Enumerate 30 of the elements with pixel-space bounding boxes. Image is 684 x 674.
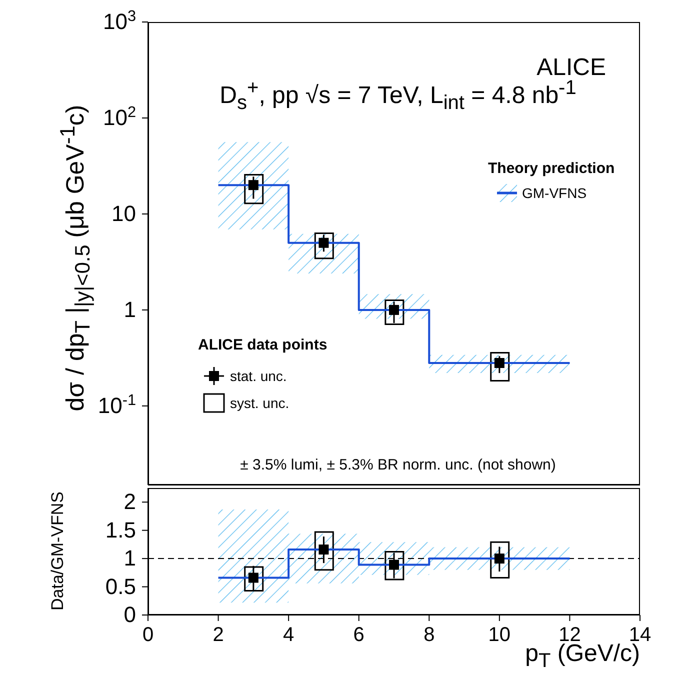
x-tick-label: 6	[353, 624, 364, 646]
x-tick-label: 8	[424, 624, 435, 646]
legend-title: Theory prediction	[488, 160, 615, 177]
annotation: ALICE data points	[198, 336, 328, 354]
x-tick-label: 2	[212, 624, 224, 646]
y-tick-label: 10$^{3}$	[102, 8, 136, 34]
y-tick-label: 0	[124, 602, 136, 627]
y-tick-label: 0.5	[105, 574, 136, 599]
y-tick-label: 1	[124, 296, 136, 322]
x-tick-label: 4	[283, 624, 294, 646]
bar	[314, 232, 334, 260]
legend-label: syst. unc.	[230, 394, 290, 410]
x-tick-label: 0	[142, 624, 154, 646]
annotation: ± 3.5% lumi, ± 5.3% BR norm. unc. (not shown)	[240, 456, 556, 474]
y-tick-label: 1	[124, 546, 136, 571]
bar	[490, 541, 510, 578]
y-tick-label: 10$^{-1}$	[98, 391, 136, 418]
bar	[490, 352, 510, 382]
y-tick-label: 10$^{2}$	[102, 103, 136, 130]
y-tick-label: 10	[112, 200, 136, 226]
bar	[244, 566, 264, 592]
legend-label: GM-VFNS	[522, 185, 587, 201]
bar	[384, 300, 404, 325]
y-tick-label: 1.5	[105, 517, 136, 542]
bar	[244, 174, 264, 204]
y-axis-title: Data/GM-VFNS	[48, 491, 68, 611]
legend-label: stat. unc.	[230, 368, 287, 384]
x-tick-label: 10	[488, 624, 511, 646]
x-axis-title: p$_{T}$ (GeV/c)	[525, 640, 640, 674]
y-tick-label: 2	[124, 489, 136, 514]
